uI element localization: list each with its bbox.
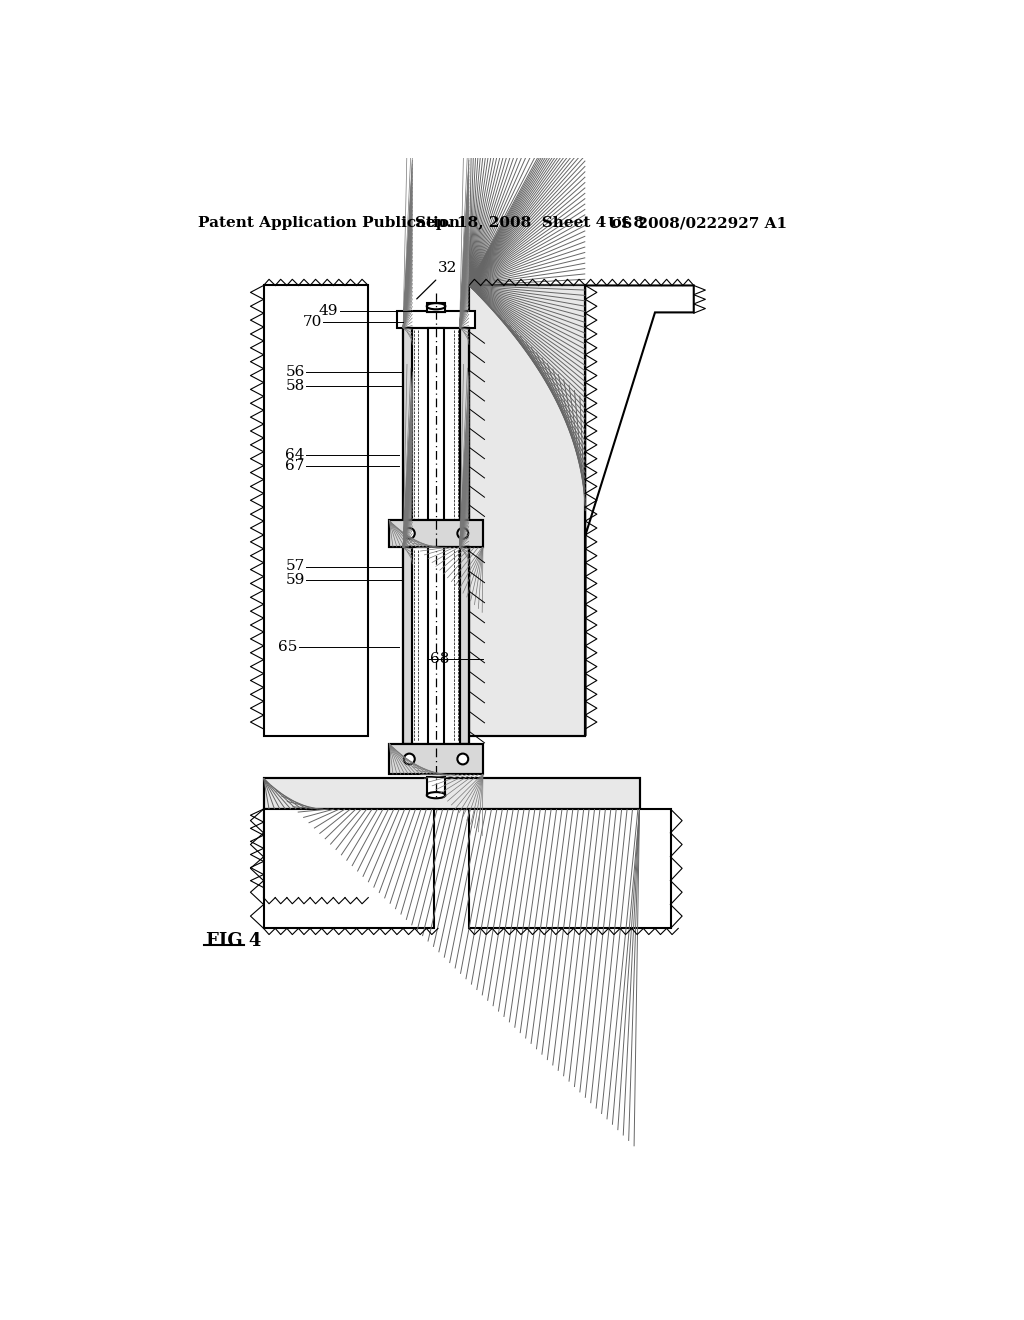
Bar xyxy=(263,285,369,737)
Text: 64: 64 xyxy=(286,447,305,462)
Bar xyxy=(403,327,413,520)
Bar xyxy=(428,327,443,520)
Bar xyxy=(389,520,483,548)
Text: 59: 59 xyxy=(286,573,305,587)
Bar xyxy=(389,743,483,775)
Text: Patent Application Publication: Patent Application Publication xyxy=(198,216,460,230)
Bar xyxy=(460,548,469,743)
Circle shape xyxy=(403,754,415,764)
Bar xyxy=(427,304,445,313)
Text: 32: 32 xyxy=(417,261,458,298)
Text: 68: 68 xyxy=(430,652,450,665)
Bar xyxy=(263,809,434,928)
Polygon shape xyxy=(586,285,693,737)
Text: 58: 58 xyxy=(286,379,305,392)
Bar xyxy=(389,743,483,775)
Bar xyxy=(397,312,475,327)
Bar xyxy=(469,285,586,737)
Bar xyxy=(469,285,586,737)
Bar xyxy=(263,779,640,809)
Bar xyxy=(469,809,671,928)
Text: Sep. 18, 2008  Sheet 4 of 8: Sep. 18, 2008 Sheet 4 of 8 xyxy=(415,216,644,230)
Bar xyxy=(427,776,445,793)
Bar xyxy=(403,327,469,520)
Circle shape xyxy=(458,754,468,764)
Text: 65: 65 xyxy=(278,640,297,655)
Bar xyxy=(460,327,469,520)
Text: 70: 70 xyxy=(302,315,322,330)
Bar xyxy=(428,548,443,743)
Ellipse shape xyxy=(427,304,445,309)
Ellipse shape xyxy=(427,792,445,799)
Text: 49: 49 xyxy=(318,304,338,318)
Bar xyxy=(389,520,483,548)
Bar xyxy=(263,809,369,898)
Bar xyxy=(403,327,413,520)
Bar xyxy=(403,548,413,743)
Bar xyxy=(460,327,469,520)
Text: 67: 67 xyxy=(286,459,305,474)
Bar xyxy=(389,743,483,775)
Text: 56: 56 xyxy=(286,366,305,379)
Text: US 2008/0222927 A1: US 2008/0222927 A1 xyxy=(608,216,787,230)
Bar xyxy=(469,285,586,737)
Bar xyxy=(263,779,640,809)
Circle shape xyxy=(458,528,468,539)
Bar xyxy=(460,327,469,520)
Circle shape xyxy=(403,528,415,539)
Bar xyxy=(460,548,469,743)
Bar xyxy=(403,548,413,743)
Text: 57: 57 xyxy=(286,560,305,573)
Bar xyxy=(403,548,469,743)
Bar xyxy=(403,327,413,520)
Bar xyxy=(403,548,413,743)
Bar xyxy=(263,779,640,809)
Bar xyxy=(460,548,469,743)
Bar xyxy=(389,520,483,548)
Text: FIG 4: FIG 4 xyxy=(206,932,261,950)
